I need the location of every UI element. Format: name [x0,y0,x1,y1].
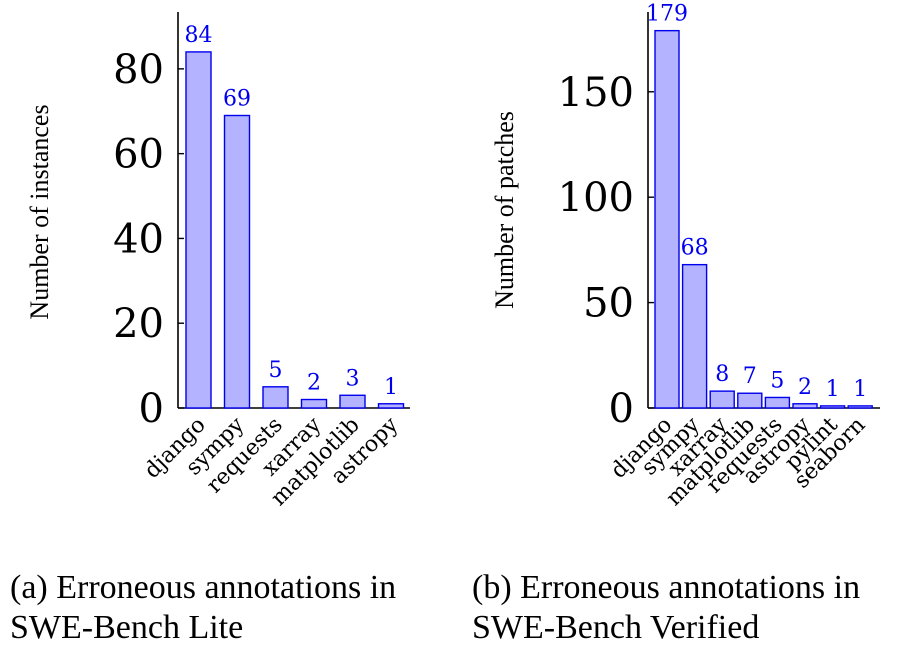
bar-requests [262,386,289,409]
caption-a-line1: (a) Erroneous annotations in [10,569,397,606]
bar-xarray [300,398,328,409]
bar-matplotlib [339,394,366,409]
bar-matplotlib [737,392,763,409]
caption-a-line2: SWE-Bench Lite [10,609,244,646]
bar-django [654,29,680,409]
bar-xarray [709,390,735,409]
data-label: 2 [307,371,321,396]
data-label: 8 [715,362,729,387]
data-label: 3 [346,366,360,391]
bar-seaborn [847,405,873,409]
data-label: 1 [853,377,867,402]
y-tick-label: 60 [113,132,164,178]
data-label: 7 [743,364,757,389]
y-tick-label: 100 [558,175,634,221]
bar-pylint [819,405,846,409]
data-label: 1 [384,375,398,400]
y-axis-label: Number of instances [25,104,54,319]
bar-django [185,51,212,409]
y-axis-label: Number of patches [490,111,519,309]
y-tick-label: 150 [558,70,634,116]
bar-sympy [681,263,708,409]
data-label: 5 [269,358,283,383]
y-tick-label: 20 [113,301,164,347]
data-label: 68 [681,236,709,261]
bar-astropy [792,403,818,409]
y-tick-label: 0 [139,386,164,432]
caption-a: (a) Erroneous annotations in SWE-Bench L… [10,568,396,648]
caption-b-line2: SWE-Bench Verified [472,609,760,646]
bar-sympy [223,114,251,409]
data-label: 5 [770,368,784,393]
y-tick-label: 50 [583,281,634,327]
data-label: 84 [185,23,213,48]
y-tick-label: 0 [609,386,634,432]
bar-requests [764,396,791,409]
data-label: 69 [223,87,251,112]
data-label: 179 [646,2,688,27]
caption-b-line1: (b) Erroneous annotations in [472,569,861,606]
bar-astropy [377,403,405,409]
y-tick-label: 40 [113,216,164,262]
data-label: 1 [826,377,840,402]
data-label: 2 [798,375,812,400]
caption-b: (b) Erroneous annotations in SWE-Bench V… [472,568,860,648]
y-tick-label: 80 [113,47,164,93]
